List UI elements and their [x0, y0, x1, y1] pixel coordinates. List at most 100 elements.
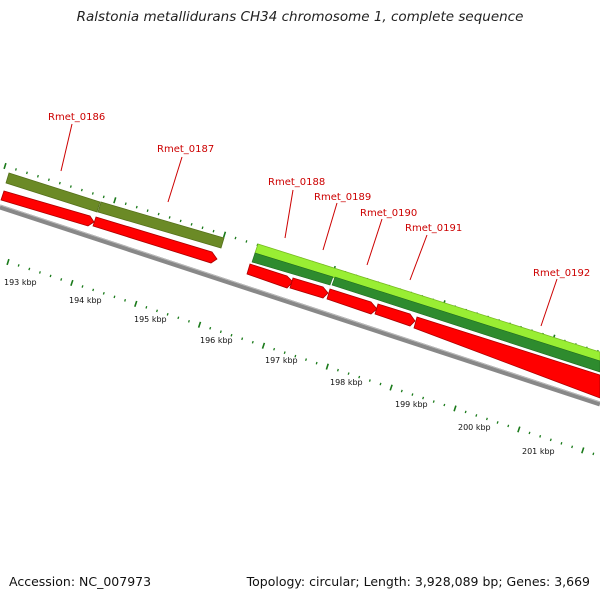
cds-arrow-rmet-0192[interactable]: [413, 316, 600, 399]
gene-leader-lines: [60, 123, 558, 327]
inner-minor-tick: [336, 368, 339, 372]
kbp-label-199: 199 kbp: [395, 400, 428, 409]
inner-minor-tick: [230, 333, 233, 337]
inner-minor-tick: [539, 435, 542, 438]
cds-arrow-rmet-0187[interactable]: [92, 216, 218, 264]
kbp-label-197: 197 kbp: [265, 356, 298, 365]
inner-minor-tick: [124, 299, 127, 302]
dark-green-feature-right[interactable]: [331, 276, 600, 373]
inner-minor-tick: [549, 438, 552, 442]
dark-green-feature-left[interactable]: [251, 252, 334, 286]
outer-minor-tick: [245, 240, 248, 243]
outer-minor-tick: [135, 205, 138, 209]
outer-minor-tick: [179, 219, 182, 223]
gene-label-rmet-0189: Rmet_0189: [314, 192, 371, 203]
cds-arrow-rmet-0188[interactable]: [246, 263, 294, 289]
inner-minor-tick: [347, 372, 350, 375]
inner-minor-tick: [443, 403, 446, 407]
outer-major-tick: [3, 162, 7, 170]
gene-label-rmet-0186: Rmet_0186: [48, 112, 105, 123]
inner-minor-tick: [432, 400, 435, 403]
map-title: Ralstonia metallidurans CH34 chromosome …: [76, 9, 524, 25]
kbp-label-193: 193 kbp: [4, 278, 37, 287]
inner-major-tick: [389, 384, 393, 391]
inner-minor-tick: [166, 313, 169, 316]
outer-minor-tick: [201, 226, 204, 230]
outer-minor-tick: [190, 222, 193, 226]
outer-minor-tick: [157, 212, 160, 216]
inner-minor-tick: [102, 291, 105, 295]
inner-minor-tick: [219, 330, 222, 334]
inner-major-tick: [134, 300, 138, 307]
light-green-feature[interactable]: [254, 243, 600, 363]
gene-label-rmet-0192: Rmet_0192: [533, 268, 590, 279]
accession-label: Accession: NC_007973: [9, 574, 152, 589]
inner-major-tick: [325, 363, 329, 370]
inner-minor-tick: [304, 358, 308, 362]
inner-minor-tick: [422, 396, 425, 400]
inner-minor-tick: [241, 337, 244, 341]
inner-minor-tick: [571, 445, 574, 449]
inner-minor-tick: [60, 278, 63, 281]
cds-arrow-rmet-0189[interactable]: [289, 277, 329, 299]
kbp-label-198: 198 kbp: [330, 378, 363, 387]
inner-minor-tick: [155, 309, 159, 313]
inner-minor-tick: [17, 264, 20, 267]
inner-minor-tick: [251, 340, 254, 344]
inner-major-tick: [70, 279, 74, 287]
inner-minor-tick: [49, 274, 52, 278]
inner-minor-tick: [92, 288, 95, 292]
outer-minor-tick: [58, 181, 61, 185]
outer-minor-tick: [69, 185, 72, 188]
gene-label-rmet-0188: Rmet_0188: [268, 177, 325, 188]
cds-arrow-rmet-0191[interactable]: [374, 303, 416, 327]
inner-minor-tick: [283, 351, 286, 355]
inner-minor-tick: [113, 295, 116, 299]
inner-major-tick: [6, 258, 10, 266]
inner-minor-tick: [273, 347, 276, 351]
backbone-highlight: [0, 204, 600, 403]
gene-label-rmet-0191: Rmet_0191: [405, 223, 462, 234]
inner-minor-tick: [496, 421, 499, 424]
inner-major-tick: [517, 426, 521, 433]
gene-label-rmet-0187: Rmet_0187: [157, 144, 214, 155]
outer-minor-tick: [91, 192, 94, 195]
kbp-label-195: 195 kbp: [134, 315, 167, 324]
outer-minor-tick: [14, 168, 17, 171]
olive-feature-right[interactable]: [97, 201, 225, 249]
inner-minor-tick: [358, 375, 361, 379]
inner-minor-tick: [209, 326, 212, 330]
inner-minor-tick: [187, 320, 190, 323]
inner-minor-tick: [379, 382, 382, 386]
summary-label: Topology: circular; Length: 3,928,089 bp…: [246, 574, 590, 589]
inner-major-tick: [261, 342, 266, 349]
inner-minor-tick: [145, 306, 148, 309]
outer-major-tick: [222, 231, 227, 238]
inner-minor-tick: [400, 389, 403, 393]
inner-minor-tick: [560, 442, 563, 445]
cds-arrow-rmet-0190[interactable]: [326, 288, 378, 315]
outer-minor-tick: [234, 236, 237, 240]
inner-minor-tick: [485, 417, 488, 421]
outer-minor-tick: [146, 209, 149, 212]
outer-minor-tick: [36, 174, 39, 178]
inner-minor-tick: [28, 267, 31, 271]
inner-minor-tick: [411, 393, 414, 396]
backbone-line: [0, 204, 600, 407]
outer-minor-tick: [102, 195, 105, 199]
inner-minor-tick: [528, 431, 531, 435]
inner-minor-tick: [475, 414, 478, 417]
outer-minor-tick: [124, 202, 127, 206]
kbp-label-196: 196 kbp: [200, 336, 233, 345]
outer-minor-tick: [212, 229, 215, 233]
cds-arrow-rmet-0186[interactable]: [0, 190, 95, 227]
outer-minor-tick: [168, 216, 171, 219]
olive-feature-left[interactable]: [5, 172, 101, 213]
kbp-label-200: 200 kbp: [458, 423, 491, 432]
inner-minor-tick: [507, 424, 510, 428]
outer-minor-tick: [47, 178, 50, 182]
outer-minor-tick: [80, 188, 83, 192]
inner-minor-tick: [315, 361, 318, 365]
inner-tick-row: [6, 258, 595, 456]
